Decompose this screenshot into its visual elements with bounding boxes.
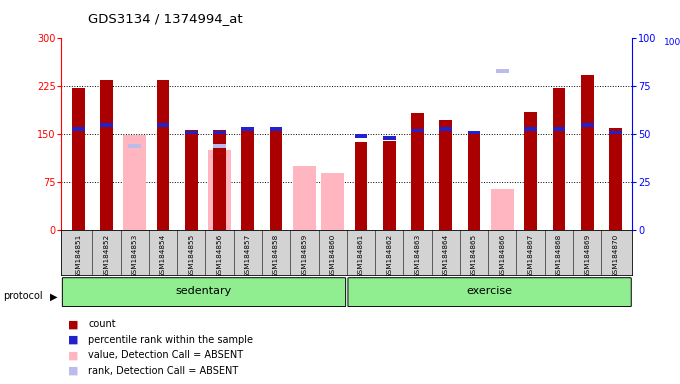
Text: percentile rank within the sample: percentile rank within the sample — [88, 335, 254, 345]
Bar — [553, 88, 565, 230]
Text: ■: ■ — [68, 350, 78, 360]
Bar — [185, 131, 198, 134]
Bar — [411, 129, 424, 132]
Text: GSM184856: GSM184856 — [216, 234, 222, 278]
Bar — [468, 131, 480, 230]
Text: GSM184870: GSM184870 — [613, 234, 618, 278]
Bar — [354, 134, 367, 138]
Bar — [129, 144, 141, 148]
Text: ▶: ▶ — [50, 291, 58, 301]
Bar — [468, 131, 480, 134]
Bar — [553, 127, 565, 131]
Text: GSM184860: GSM184860 — [330, 234, 336, 278]
Text: GSM184855: GSM184855 — [188, 234, 194, 278]
Bar — [100, 80, 113, 230]
FancyBboxPatch shape — [348, 278, 631, 306]
Text: count: count — [88, 319, 116, 329]
Bar — [322, 173, 344, 230]
Bar — [383, 136, 396, 140]
Bar — [100, 123, 113, 127]
Bar — [411, 113, 424, 230]
Bar — [214, 144, 226, 148]
Bar — [581, 123, 594, 127]
Text: GSM184864: GSM184864 — [443, 234, 449, 278]
Bar — [609, 131, 622, 134]
Bar — [439, 127, 452, 131]
Bar — [214, 131, 226, 134]
Bar — [241, 130, 254, 230]
Text: GSM184869: GSM184869 — [584, 234, 590, 278]
Bar — [72, 88, 84, 230]
Bar — [581, 75, 594, 230]
Bar — [270, 127, 282, 131]
Text: GSM184859: GSM184859 — [301, 234, 307, 278]
Text: GSM184868: GSM184868 — [556, 234, 562, 278]
Text: protocol: protocol — [3, 291, 43, 301]
Bar — [185, 130, 198, 230]
Bar — [491, 189, 513, 230]
Text: exercise: exercise — [466, 286, 513, 296]
FancyBboxPatch shape — [63, 278, 345, 306]
Text: GSM184851: GSM184851 — [75, 234, 81, 278]
Bar — [383, 141, 396, 230]
Text: GSM184854: GSM184854 — [160, 234, 166, 278]
Bar — [439, 120, 452, 230]
Text: GSM184863: GSM184863 — [415, 234, 420, 278]
Text: GSM184867: GSM184867 — [528, 234, 534, 278]
Bar — [156, 80, 169, 230]
Bar — [293, 166, 316, 230]
Bar — [270, 128, 282, 230]
Bar — [156, 123, 169, 127]
Bar — [241, 127, 254, 131]
Bar — [524, 127, 537, 131]
Bar — [354, 142, 367, 230]
Text: GSM184853: GSM184853 — [132, 234, 138, 278]
Text: ■: ■ — [68, 335, 78, 345]
Text: GSM184862: GSM184862 — [386, 234, 392, 278]
Text: GSM184857: GSM184857 — [245, 234, 251, 278]
Bar — [524, 112, 537, 230]
Text: rank, Detection Call = ABSENT: rank, Detection Call = ABSENT — [88, 366, 239, 376]
Text: GSM184861: GSM184861 — [358, 234, 364, 278]
Text: ■: ■ — [68, 319, 78, 329]
Bar — [123, 135, 146, 230]
Bar — [609, 128, 622, 230]
Bar — [298, 8, 311, 12]
Text: GSM184858: GSM184858 — [273, 234, 279, 278]
Bar — [496, 69, 509, 73]
Text: sedentary: sedentary — [176, 286, 232, 296]
Text: ■: ■ — [68, 366, 78, 376]
Text: 100%: 100% — [664, 38, 680, 47]
Bar — [72, 127, 84, 131]
Text: GSM184865: GSM184865 — [471, 234, 477, 278]
Text: GSM184866: GSM184866 — [499, 234, 505, 278]
Text: GDS3134 / 1374994_at: GDS3134 / 1374994_at — [88, 12, 243, 25]
Text: value, Detection Call = ABSENT: value, Detection Call = ABSENT — [88, 350, 243, 360]
Text: GSM184852: GSM184852 — [103, 234, 109, 278]
Bar — [214, 130, 226, 230]
Bar — [208, 151, 231, 230]
